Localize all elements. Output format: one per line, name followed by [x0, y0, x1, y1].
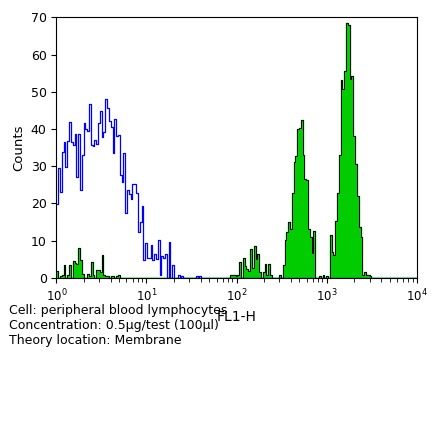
X-axis label: FL1-H: FL1-H — [217, 309, 256, 324]
Text: Cell: peripheral blood lymphocytes
Concentration: 0.5μg/test (100μl)
Theory loca: Cell: peripheral blood lymphocytes Conce… — [9, 304, 227, 347]
Y-axis label: Counts: Counts — [12, 124, 25, 171]
